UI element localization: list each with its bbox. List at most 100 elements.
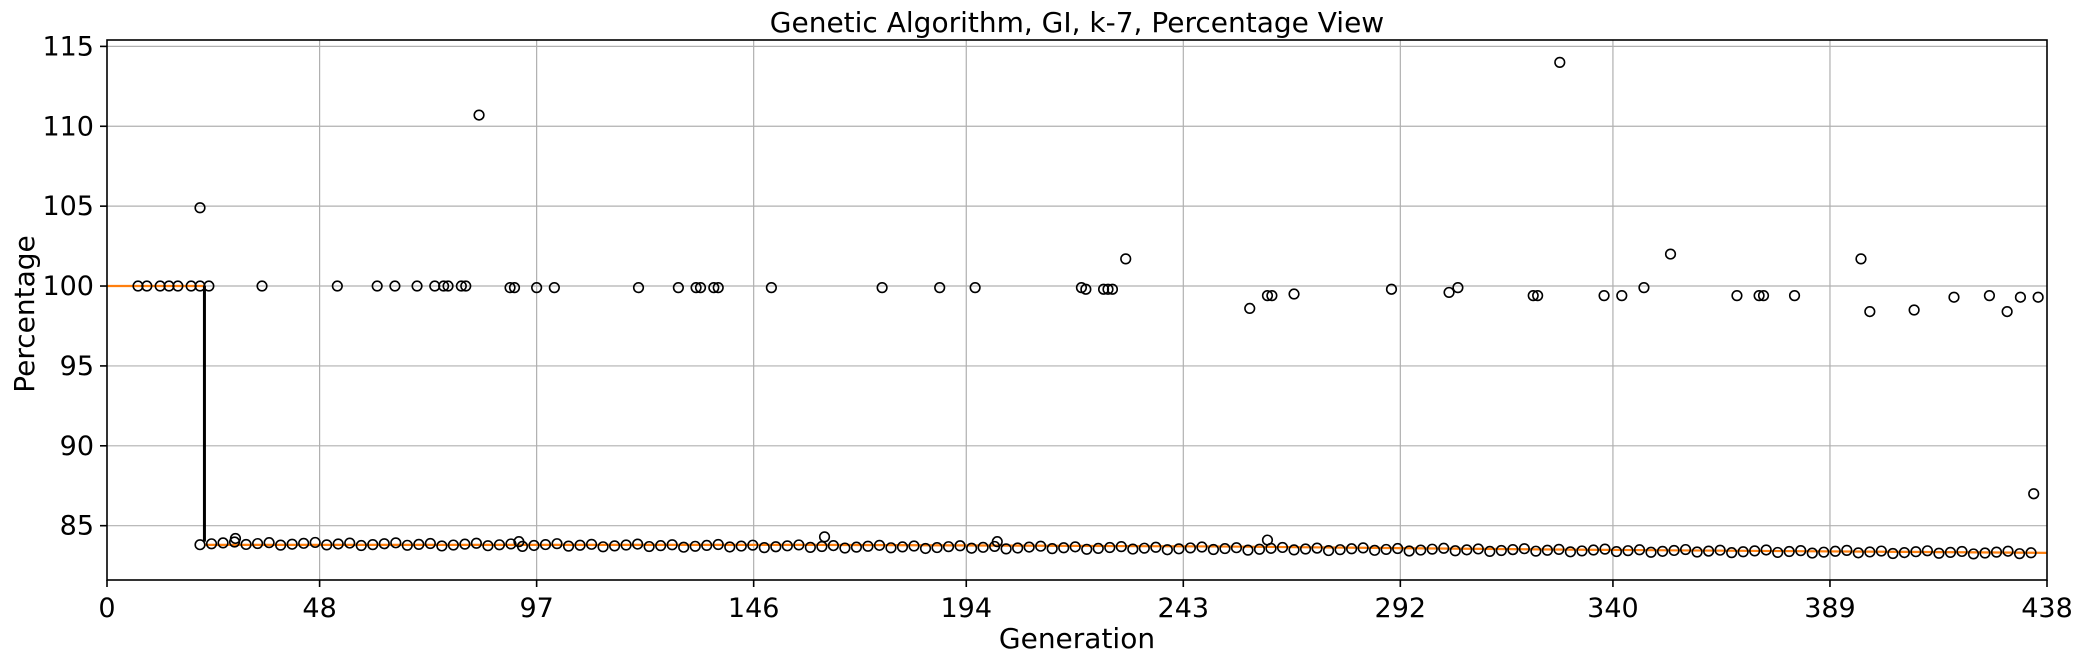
outlier-point — [459, 538, 471, 550]
outlier-point — [1530, 545, 1542, 557]
outlier-point — [1933, 547, 1945, 559]
outlier-point — [643, 540, 655, 553]
outlier-point — [1806, 547, 1818, 559]
outlier-point — [455, 280, 467, 292]
outlier-point — [1288, 288, 1300, 300]
outlier-point — [1990, 546, 2003, 558]
outlier-point — [1046, 543, 1058, 555]
outlier-point — [1910, 546, 1922, 558]
x-tick-label: 292 — [1375, 593, 1427, 624]
outlier-point — [460, 280, 472, 292]
outlier-point — [862, 540, 874, 552]
outlier-point — [597, 541, 609, 553]
outlier-point — [1161, 544, 1173, 556]
y-tick-label: 90 — [60, 431, 94, 462]
outlier-point — [1679, 543, 1692, 556]
outlier-point — [977, 541, 989, 553]
outlier-point — [1173, 543, 1185, 555]
outlier-point — [818, 531, 831, 543]
x-tick-label: 389 — [1804, 593, 1856, 624]
outlier-point — [1357, 542, 1369, 554]
outlier-point — [765, 282, 777, 294]
outlier-point — [240, 538, 252, 551]
outlier-point — [217, 537, 229, 549]
outlier-point — [1035, 540, 1047, 552]
outlier-point — [1081, 543, 1093, 555]
outlier-point — [1507, 544, 1519, 556]
outlier-point — [401, 539, 413, 551]
outlier-point — [2002, 545, 2014, 557]
x-tick-label: 97 — [519, 593, 553, 624]
outlier-point — [2014, 291, 2027, 303]
outlier-point — [1714, 544, 1726, 556]
outlier-point — [1484, 545, 1496, 558]
outlier-point — [203, 280, 215, 292]
outlier-point — [708, 282, 720, 294]
outlier-point — [585, 538, 598, 550]
outlier-point — [1554, 56, 1566, 68]
outlier-point — [1599, 543, 1611, 555]
outlier-point — [1518, 543, 1530, 555]
outlier-point — [1983, 290, 1996, 302]
outlier-point — [172, 280, 184, 292]
outlier-point — [934, 282, 946, 294]
outlier-point — [1230, 542, 1243, 554]
outlier-point — [1731, 290, 1743, 302]
outlier-point — [1564, 546, 1577, 558]
outlier-point — [1664, 248, 1677, 260]
plot-frame — [106, 39, 2048, 581]
outlier-point — [141, 280, 153, 292]
outlier-point — [562, 540, 575, 552]
y-tick-label: 95 — [60, 351, 94, 382]
outlier-point — [539, 538, 552, 551]
outlier-point — [896, 541, 909, 553]
outlier-point — [1127, 543, 1139, 555]
outlier-point — [574, 539, 586, 551]
outlier-point — [1749, 545, 1761, 557]
outlier-point — [1438, 542, 1450, 554]
outlier-point — [251, 537, 264, 550]
outlier-point — [1106, 283, 1119, 295]
outlier-point — [2025, 547, 2037, 559]
outlier-point — [1852, 547, 1864, 559]
outlier-point — [839, 542, 851, 554]
outlier-point — [885, 542, 897, 554]
outlier-point — [1788, 290, 1801, 302]
outlier-point — [694, 282, 707, 294]
outlier-point — [1472, 543, 1484, 555]
outlier-point — [508, 282, 521, 294]
outlier-point — [1532, 290, 1544, 302]
outlier-point — [1576, 545, 1588, 557]
outlier-point — [2013, 548, 2026, 560]
outlier-point — [1944, 546, 1957, 558]
outlier-point — [1102, 283, 1114, 295]
chart-title: Genetic Algorithm, GI, k-7, Percentage V… — [770, 6, 1384, 39]
outlier-point — [1415, 544, 1427, 556]
outlier-point — [1023, 541, 1035, 553]
outlier-point — [1115, 541, 1127, 553]
outlier-point — [355, 539, 367, 552]
outlier-point — [1898, 547, 1910, 559]
y-tick-label: 115 — [42, 31, 94, 62]
y-tick-label: 110 — [42, 111, 94, 142]
outlier-point — [344, 537, 356, 549]
outlier-point — [1244, 302, 1256, 315]
outlier-point — [1120, 253, 1132, 265]
outlier-point — [256, 280, 268, 292]
outlier-point — [608, 540, 621, 552]
outlier-point — [194, 202, 206, 214]
outlier-point — [701, 539, 713, 552]
outlier-point — [1207, 543, 1220, 556]
outlier-point — [331, 280, 343, 292]
y-axis-ticks: 85 90 95 100 105 110 115 — [42, 31, 107, 542]
outlier-point — [1527, 290, 1539, 302]
outlier-point — [389, 280, 401, 292]
outlier-point — [1553, 543, 1565, 555]
outlier-point — [1184, 542, 1196, 554]
outlier-point — [2028, 488, 2040, 500]
outlier-point — [1426, 543, 1438, 555]
outlier-point — [504, 282, 516, 294]
outlier-point — [1737, 546, 1749, 558]
median-layer — [107, 284, 2048, 554]
